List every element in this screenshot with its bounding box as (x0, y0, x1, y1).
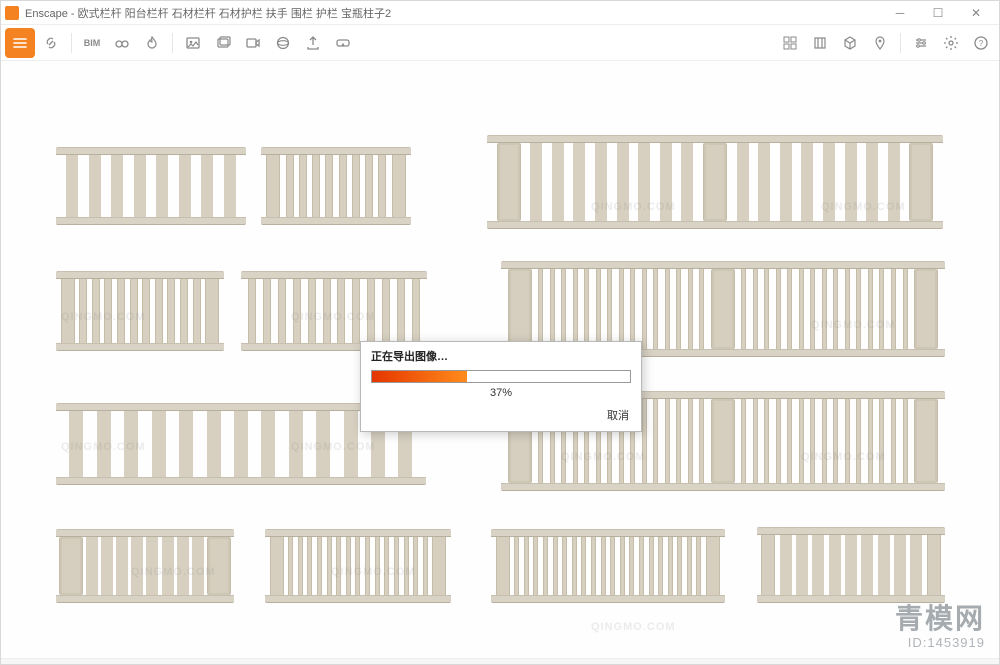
cancel-button[interactable]: 取消 (607, 410, 629, 422)
sliders-icon (913, 35, 929, 51)
balustrade (491, 529, 725, 603)
progress-percent-label: 37% (361, 385, 641, 403)
favorite-button[interactable] (138, 29, 166, 57)
images-icon (215, 35, 231, 51)
binoculars-icon (114, 35, 130, 51)
statusbar (1, 658, 999, 664)
export-icon (305, 35, 321, 51)
grid-icon (782, 35, 798, 51)
menu-icon (12, 35, 28, 51)
help-button[interactable]: ? (967, 29, 995, 57)
vr-button[interactable] (329, 29, 357, 57)
toolbar: BIM ? (1, 25, 999, 61)
viewport[interactable]: QINGMO.COMQINGMO.COMQINGMO.COMQINGMO.COM… (1, 61, 999, 658)
dialog-title: 正在导出图像… (361, 342, 641, 368)
minimize-button[interactable]: ─ (881, 3, 919, 23)
video-button[interactable] (239, 29, 267, 57)
maximize-button[interactable]: ☐ (919, 3, 957, 23)
window-title: Enscape - 欧式栏杆 阳台栏杆 石材栏杆 石材护栏 扶手 围栏 护栏 宝… (25, 5, 881, 21)
bim-button[interactable]: BIM (78, 29, 106, 57)
export-button[interactable] (299, 29, 327, 57)
pin-icon (872, 35, 888, 51)
settings-gen-button[interactable] (937, 29, 965, 57)
svg-text:?: ? (979, 39, 984, 48)
link-button[interactable] (37, 29, 65, 57)
help-icon: ? (973, 35, 989, 51)
settings-vis-button[interactable] (907, 29, 935, 57)
app-logo-icon (5, 6, 19, 20)
app-window: Enscape - 欧式栏杆 阳台栏杆 石材栏杆 石材护栏 扶手 围栏 护栏 宝… (0, 0, 1000, 665)
library-button[interactable] (806, 29, 834, 57)
flame-icon (144, 35, 160, 51)
balustrade (487, 135, 943, 229)
balustrade (757, 527, 945, 603)
screenshot-button[interactable] (179, 29, 207, 57)
balustrade (56, 271, 224, 351)
batch-button[interactable] (209, 29, 237, 57)
toolbar-separator (900, 33, 901, 53)
export-progress-dialog: 正在导出图像… 37% 取消 (360, 341, 642, 432)
balustrade (265, 529, 451, 603)
cube-icon (842, 35, 858, 51)
progress-bar (371, 370, 631, 383)
titlebar: Enscape - 欧式栏杆 阳台栏杆 石材栏杆 石材护栏 扶手 围栏 护栏 宝… (1, 1, 999, 25)
site-button[interactable] (866, 29, 894, 57)
assets-button[interactable] (836, 29, 864, 57)
vr-icon (335, 35, 351, 51)
balustrade (56, 147, 246, 225)
pano-button[interactable] (269, 29, 297, 57)
watermark-text: QINGMO.COM (591, 621, 676, 633)
toolbar-separator (71, 33, 72, 53)
view-button[interactable] (108, 29, 136, 57)
image-icon (185, 35, 201, 51)
globe-icon (275, 35, 291, 51)
link-icon (43, 35, 59, 51)
views-button[interactable] (776, 29, 804, 57)
progress-bar-fill (372, 371, 467, 382)
library-icon (812, 35, 828, 51)
close-button[interactable]: ✕ (957, 3, 995, 23)
balustrade (56, 529, 234, 603)
toolbar-separator (172, 33, 173, 53)
menu-button[interactable] (5, 28, 35, 58)
video-icon (245, 35, 261, 51)
balustrade (241, 271, 427, 351)
balustrade (261, 147, 411, 225)
gear-icon (943, 35, 959, 51)
bim-icon: BIM (84, 38, 101, 48)
